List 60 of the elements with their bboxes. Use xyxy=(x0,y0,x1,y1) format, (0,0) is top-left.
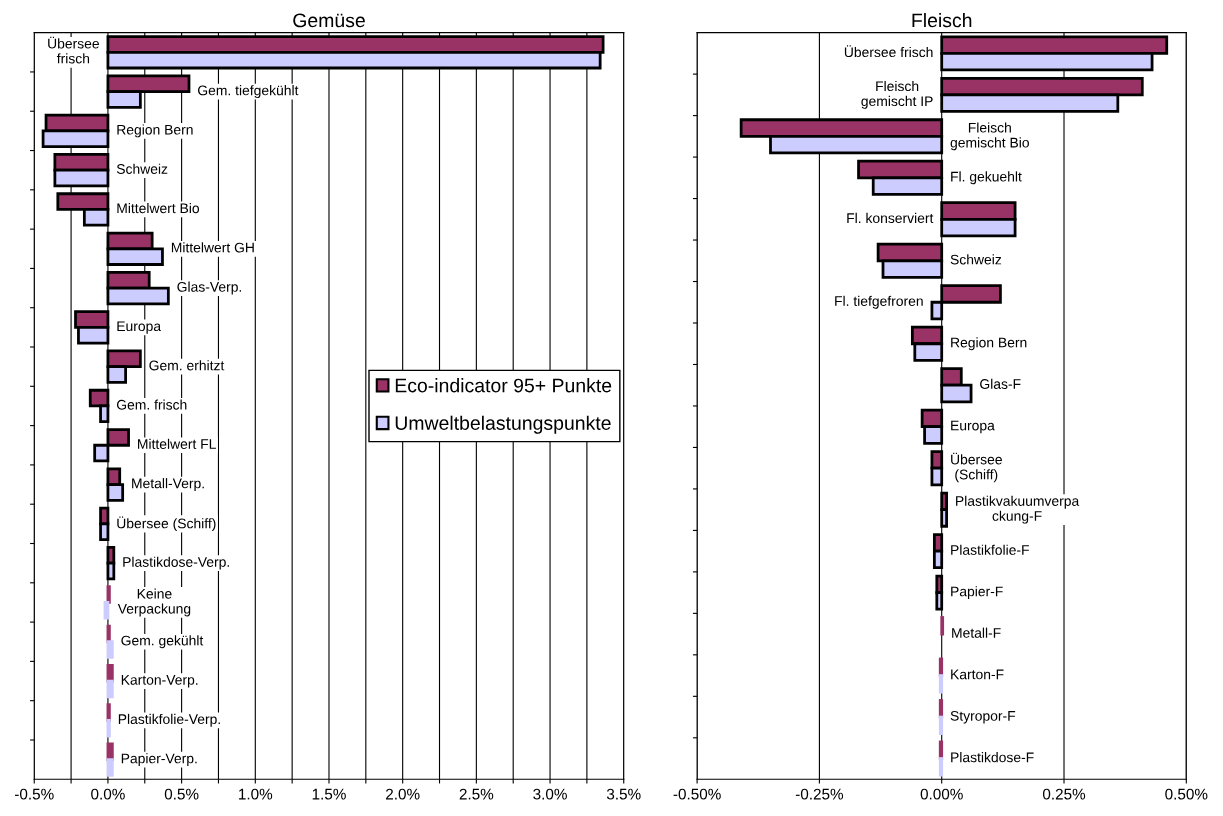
bar xyxy=(106,679,114,699)
bar xyxy=(103,601,110,620)
x-tick-label: 0.25% xyxy=(1042,788,1086,800)
bar xyxy=(106,663,114,683)
bar xyxy=(106,640,114,659)
x-tick-label: 1.5% xyxy=(312,788,346,800)
x-tick-label: 0.00% xyxy=(920,788,963,800)
category-label: Europa xyxy=(951,420,995,434)
category-label: Plastikvakuumverpa ckung-F xyxy=(956,495,1080,524)
x-tick-label: -0.50% xyxy=(673,788,721,800)
category-label: Plastikdose-F xyxy=(951,752,1034,763)
legend-label: Eco-indicator 95+ Punkte xyxy=(395,378,612,393)
x-tick-label: 0.0% xyxy=(91,788,125,800)
category-label: Papier-Verp. xyxy=(121,753,197,767)
x-tick-label: 3.5% xyxy=(606,788,641,800)
category-label: Mittelwert Bio xyxy=(117,203,200,214)
x-tick-label: 2.0% xyxy=(386,788,420,800)
category-label: Schweiz xyxy=(116,163,168,174)
legend-label: Umweltbelastungspunkte xyxy=(395,415,611,434)
x-tick-label: -0.25% xyxy=(795,788,844,800)
category-label: Übersee frisch xyxy=(844,45,933,58)
x-tick-label: 0.5% xyxy=(164,788,199,800)
category-label: Fl. konserviert xyxy=(847,212,934,224)
category-label: Übersee (Schiff) xyxy=(117,516,216,532)
category-label: Papier-F xyxy=(951,586,1003,600)
x-tick-label: 3.0% xyxy=(533,788,567,800)
category-label: Metall-Verp. xyxy=(132,478,204,492)
chart-title: Gemüse xyxy=(293,13,365,28)
category-label: Gem. frisch xyxy=(116,399,187,410)
category-label: Glas-F xyxy=(980,378,1021,389)
category-label: Fleisch gemischt IP xyxy=(861,80,933,109)
category-label: Region Bern xyxy=(117,124,193,138)
category-label: Keine Verpackung xyxy=(117,588,191,617)
category-label: Mittelwert FL xyxy=(138,438,216,449)
category-label: Plastikfolie-F xyxy=(951,544,1029,555)
category-label: Styropor-F xyxy=(950,710,1016,724)
category-label: Plastikfolie-Verp. xyxy=(118,713,220,727)
category-label: Fl. gekuehlt xyxy=(951,171,1022,185)
x-tick-label: 0.50% xyxy=(1165,788,1208,800)
x-tick-label: -0.5% xyxy=(14,788,54,800)
category-label: Gem. tiefgekühlt xyxy=(198,85,299,99)
chart-title: Fleisch xyxy=(912,12,972,28)
category-label: Glas-Verp. xyxy=(177,281,242,295)
category-label: Gem. erhitzt xyxy=(149,360,225,371)
category-label: Schweiz xyxy=(950,254,1002,265)
x-tick-label: 2.5% xyxy=(459,788,494,800)
category-label: Fleisch gemischt Bio xyxy=(950,122,1029,151)
category-label: Fl. tiefgefroren xyxy=(835,295,923,309)
bar xyxy=(106,758,114,777)
x-tick-label: 1.0% xyxy=(239,788,273,800)
category-label: Karton-F xyxy=(951,669,1004,680)
category-label: Karton-Verp. xyxy=(121,675,198,688)
category-label: Übersee (Schiff) xyxy=(951,452,1002,483)
category-label: Plastikdose-Verp. xyxy=(123,556,229,570)
category-label: Metall-F xyxy=(952,627,1001,638)
category-label: Mittelwert GH xyxy=(171,242,254,253)
category-label: Gem. gekühlt xyxy=(121,635,204,649)
category-label: Übersee frisch xyxy=(48,36,99,64)
category-label: Europa xyxy=(117,321,162,334)
category-label: Region Bern xyxy=(951,337,1027,351)
